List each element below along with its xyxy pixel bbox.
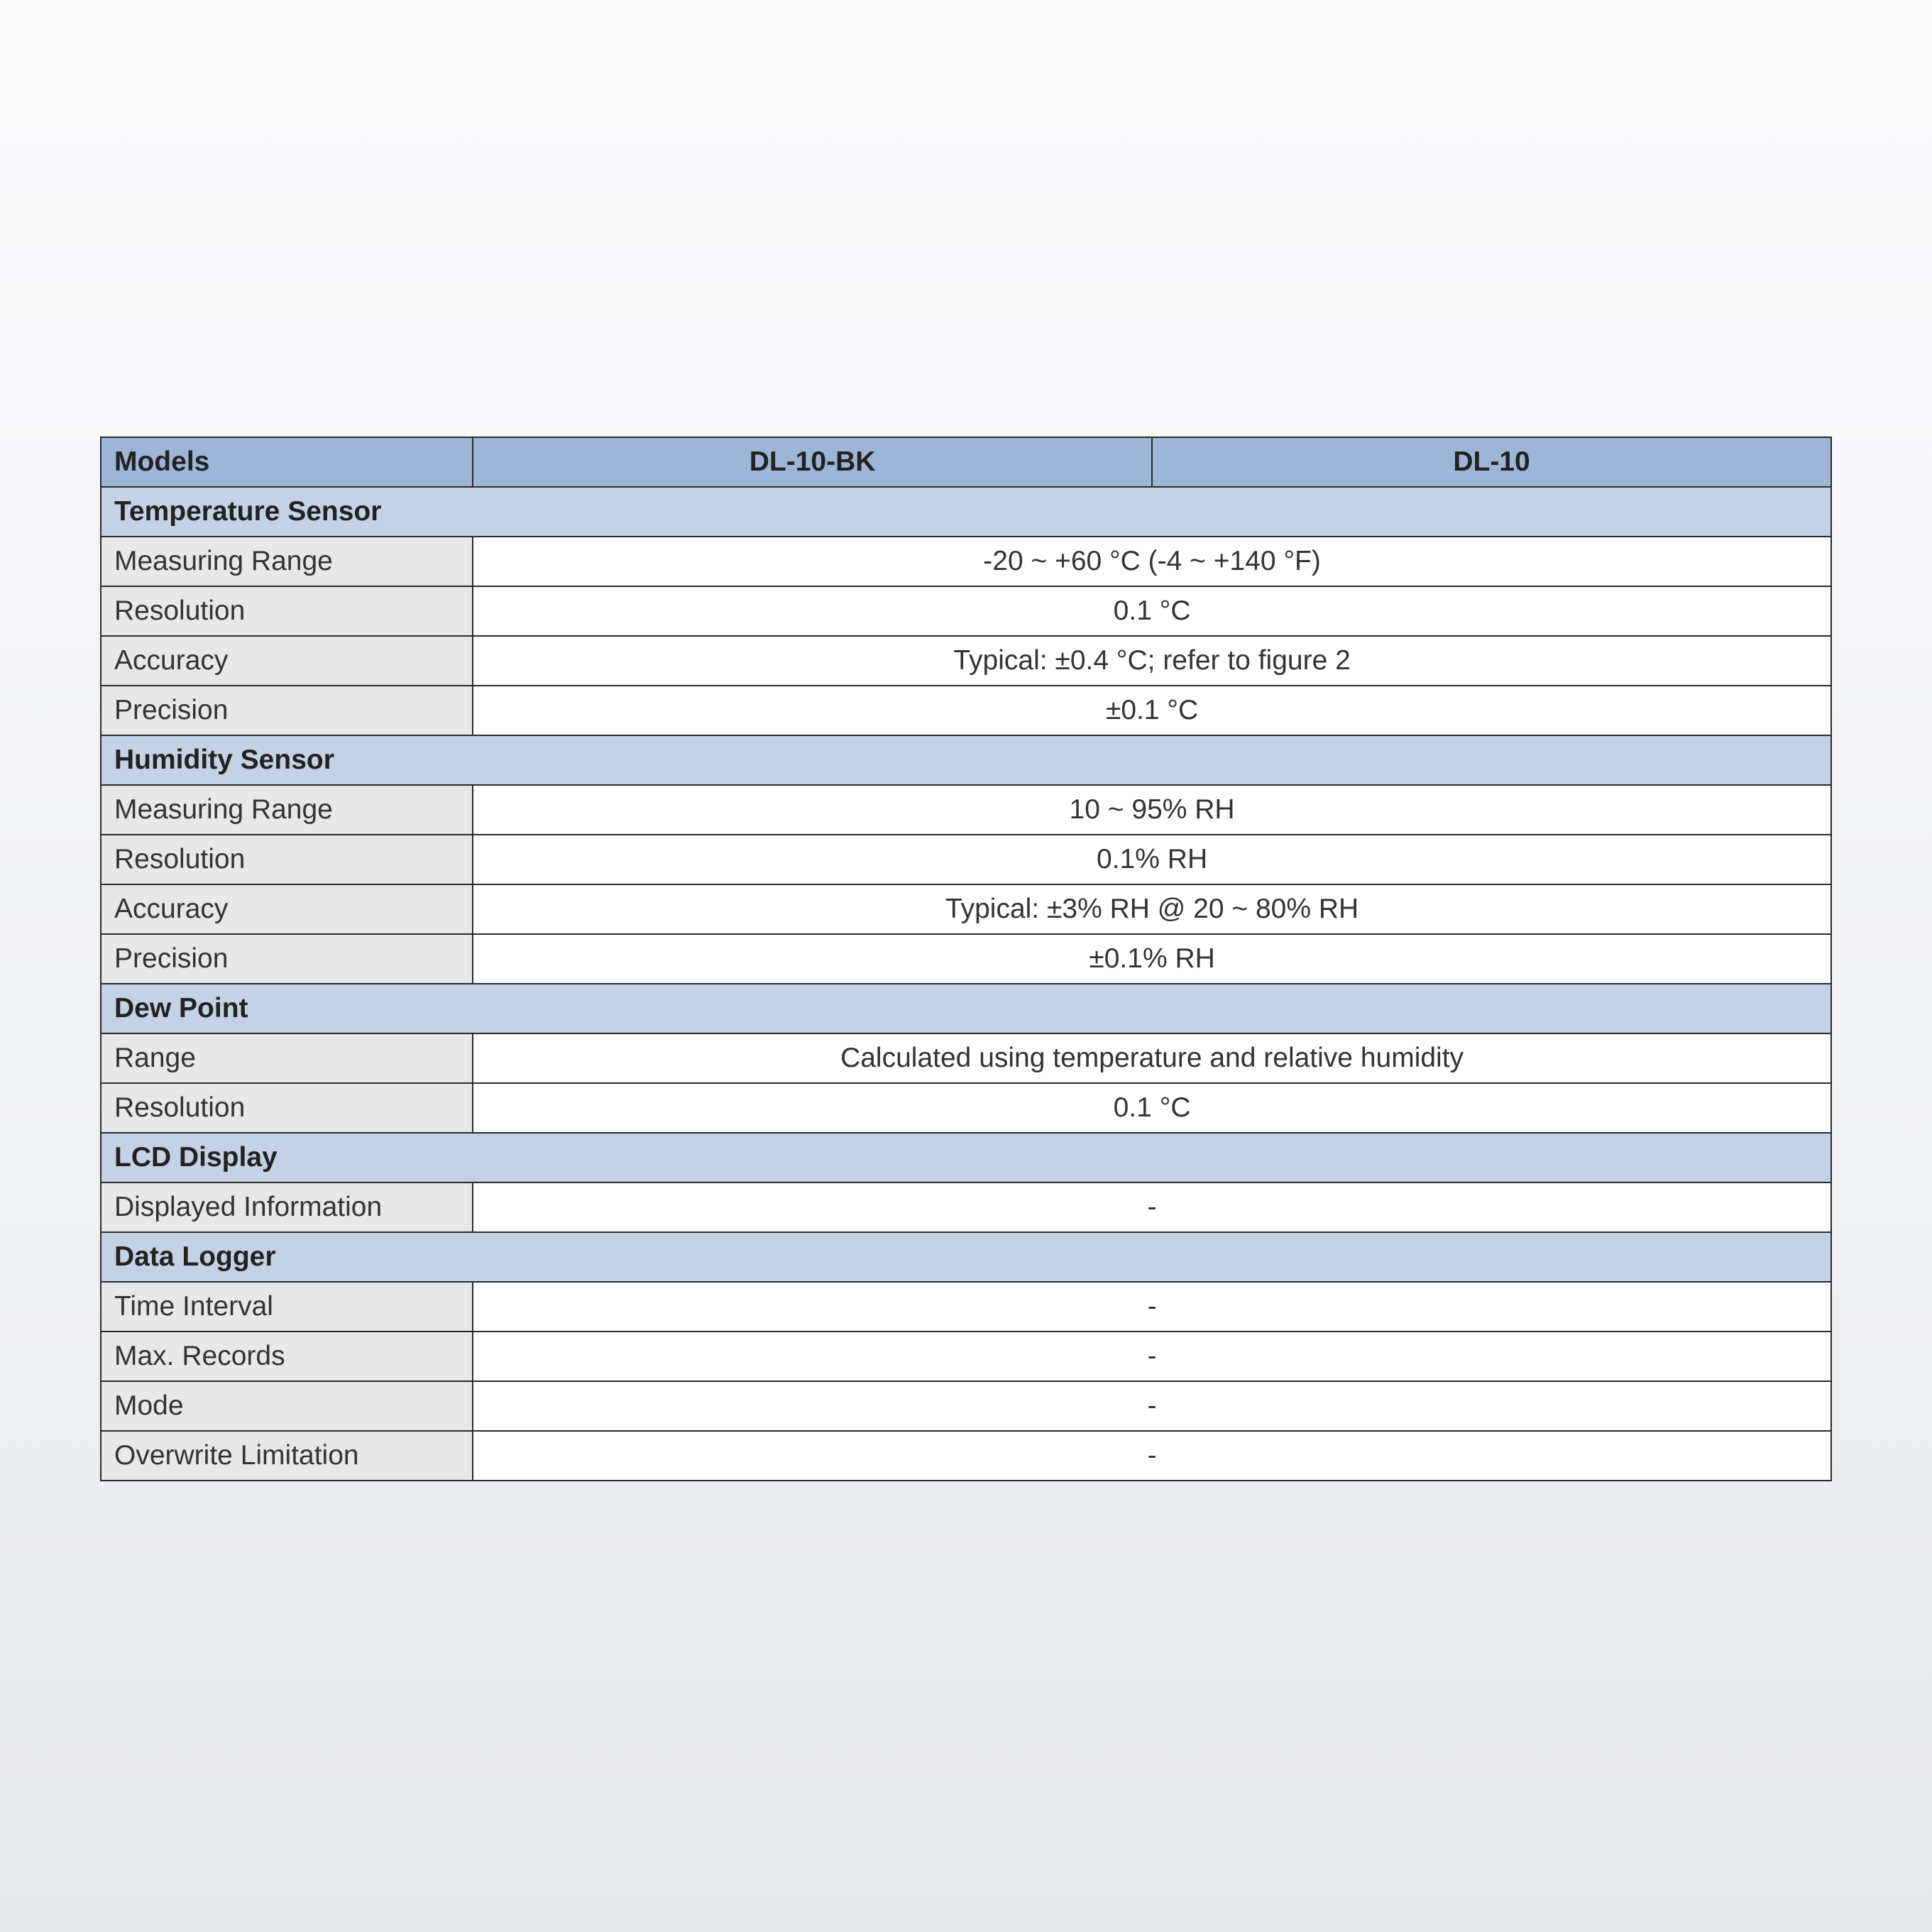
row-value: ±0.1% RH <box>473 934 1831 984</box>
table-row: Resolution 0.1 °C <box>101 1083 1831 1133</box>
section-humidity-sensor: Humidity Sensor <box>101 735 1831 785</box>
row-label: Range <box>101 1033 473 1083</box>
row-label: Resolution <box>101 1083 473 1133</box>
table-row: Overwrite Limitation - <box>101 1431 1831 1481</box>
row-label: Measuring Range <box>101 785 473 835</box>
row-label: Time Interval <box>101 1282 473 1332</box>
row-value: ±0.1 °C <box>473 686 1831 735</box>
section-title: Dew Point <box>101 984 1831 1033</box>
row-value: Calculated using temperature and relativ… <box>473 1033 1831 1083</box>
row-value: 10 ~ 95% RH <box>473 785 1831 835</box>
section-dew-point: Dew Point <box>101 984 1831 1033</box>
table-row: Mode - <box>101 1381 1831 1431</box>
table-row: Time Interval - <box>101 1282 1831 1332</box>
table-row: Resolution 0.1 °C <box>101 586 1831 636</box>
table-row: Displayed Information - <box>101 1182 1831 1232</box>
header-model-0: DL-10-BK <box>473 437 1152 487</box>
row-label: Accuracy <box>101 636 473 686</box>
row-value: -20 ~ +60 °C (-4 ~ +140 °F) <box>473 537 1831 586</box>
section-lcd-display: LCD Display <box>101 1133 1831 1182</box>
row-label: Max. Records <box>101 1332 473 1381</box>
header-model-1: DL-10 <box>1152 437 1831 487</box>
row-label: Measuring Range <box>101 537 473 586</box>
table-row: Max. Records - <box>101 1332 1831 1381</box>
row-value: 0.1 °C <box>473 1083 1831 1133</box>
section-title: Temperature Sensor <box>101 487 1831 537</box>
row-label: Resolution <box>101 586 473 636</box>
row-label: Precision <box>101 686 473 735</box>
table-row: Range Calculated using temperature and r… <box>101 1033 1831 1083</box>
section-title: Data Logger <box>101 1232 1831 1282</box>
table-header-row: Models DL-10-BK DL-10 <box>101 437 1831 487</box>
row-label: Resolution <box>101 835 473 884</box>
row-label: Displayed Information <box>101 1182 473 1232</box>
row-value: - <box>473 1381 1831 1431</box>
row-value: - <box>473 1282 1831 1332</box>
row-label: Accuracy <box>101 884 473 934</box>
table-row: Measuring Range -20 ~ +60 °C (-4 ~ +140 … <box>101 537 1831 586</box>
row-value: Typical: ±0.4 °C; refer to figure 2 <box>473 636 1831 686</box>
section-data-logger: Data Logger <box>101 1232 1831 1282</box>
table-row: Precision ±0.1 °C <box>101 686 1831 735</box>
spec-table: Models DL-10-BK DL-10 Temperature Sensor… <box>100 437 1832 1481</box>
table-row: Resolution 0.1% RH <box>101 835 1831 884</box>
row-label: Precision <box>101 934 473 984</box>
table-row: Accuracy Typical: ±3% RH @ 20 ~ 80% RH <box>101 884 1831 934</box>
row-label: Overwrite Limitation <box>101 1431 473 1481</box>
row-value: Typical: ±3% RH @ 20 ~ 80% RH <box>473 884 1831 934</box>
table-row: Measuring Range 10 ~ 95% RH <box>101 785 1831 835</box>
section-title: Humidity Sensor <box>101 735 1831 785</box>
row-label: Mode <box>101 1381 473 1431</box>
table-row: Precision ±0.1% RH <box>101 934 1831 984</box>
header-models-label: Models <box>101 437 473 487</box>
spec-table-container: Models DL-10-BK DL-10 Temperature Sensor… <box>100 437 1832 1481</box>
row-value: - <box>473 1182 1831 1232</box>
row-value: 0.1 °C <box>473 586 1831 636</box>
row-value: 0.1% RH <box>473 835 1831 884</box>
row-value: - <box>473 1332 1831 1381</box>
section-title: LCD Display <box>101 1133 1831 1182</box>
section-temperature-sensor: Temperature Sensor <box>101 487 1831 537</box>
row-value: - <box>473 1431 1831 1481</box>
table-row: Accuracy Typical: ±0.4 °C; refer to figu… <box>101 636 1831 686</box>
